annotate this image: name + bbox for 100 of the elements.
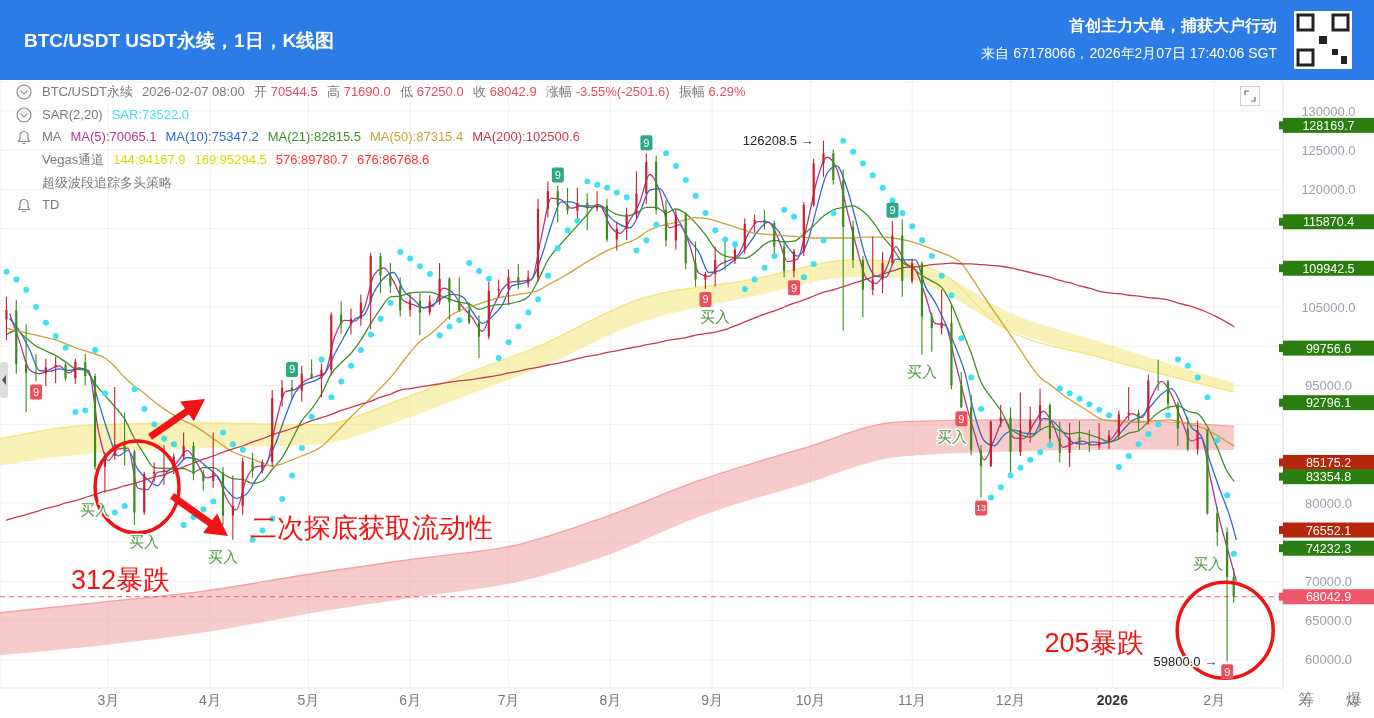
annotation: 9 — [554, 168, 561, 181]
annotation: 70544.5 — [270, 83, 318, 102]
annotation: 9 — [288, 363, 296, 376]
y-tick-label: 120000.0 — [1301, 182, 1356, 198]
x-tick-label: 4月 — [199, 692, 221, 709]
annotation: 576:89780.7 — [275, 151, 349, 170]
candlestick — [182, 431, 185, 461]
annotation: 涨幅 — [545, 83, 572, 102]
annotation: 68042.9 — [489, 83, 537, 102]
candlestick — [458, 276, 461, 313]
text: MA(21):82815.5 — [267, 128, 361, 147]
annotation: 9 — [958, 412, 965, 425]
annotation: 买入 — [936, 427, 967, 445]
y-tick-label: 125000.0 — [1301, 142, 1356, 158]
candlestick — [881, 251, 884, 294]
candlestick — [911, 257, 914, 285]
annotation: 收 — [472, 83, 486, 102]
candlestick — [408, 292, 412, 317]
data-label: 74232.3 — [1305, 541, 1352, 556]
candlestick — [822, 140, 825, 178]
candlestick — [625, 206, 628, 241]
candlestick — [300, 365, 303, 403]
candlestick — [1117, 409, 1120, 441]
candlestick — [280, 379, 284, 408]
candlestick — [5, 296, 8, 341]
annotation: 2026-02-07 08:00 — [142, 83, 245, 102]
x-tick-label: 2月 — [1203, 692, 1225, 709]
chart-title: BTC/USDT USDT永续，1日，K线图 — [24, 29, 335, 53]
annotation: 144:94167.9 — [113, 151, 186, 170]
x-tick-label: 10月 — [795, 692, 826, 709]
y-tick-label: 65000.0 — [1305, 613, 1352, 629]
annotation: 买入 — [208, 548, 239, 566]
candlestick — [448, 276, 451, 321]
x-tick-label: 5月 — [297, 692, 320, 709]
candlestick — [1196, 420, 1199, 455]
annotation: 9 — [643, 136, 650, 149]
candlestick — [1186, 416, 1189, 452]
candlestick — [231, 475, 234, 541]
annotation: 低 — [399, 83, 413, 102]
annotation: 676:86768.6 — [357, 151, 430, 170]
text: 来自 67178066，2026年2月07日 17:40:06 SGT — [981, 45, 1277, 63]
candlestick — [763, 209, 766, 230]
candlestick — [389, 262, 392, 294]
candlestick — [792, 248, 796, 278]
annotation: 9 — [33, 385, 40, 398]
x-tick-label: 12月 — [995, 692, 1026, 709]
x-tick-label: 7月 — [497, 692, 520, 709]
annotation: 开 — [253, 83, 267, 102]
candlestick — [566, 187, 569, 216]
candlestick — [25, 323, 28, 413]
chart-subtitle: 首创主力大单，捕获大户行动 — [1069, 16, 1277, 36]
annotation: -3.55%(-2501.6) — [575, 83, 670, 102]
candlestick — [960, 371, 963, 409]
x-tick-label: 2026 — [1096, 692, 1129, 709]
annotation: BTC/USDT永续 — [42, 83, 133, 102]
candlestick — [556, 184, 559, 223]
x-tick-label: 8月 — [599, 692, 622, 709]
candlestick — [546, 181, 549, 219]
y-tick-label: 70000.0 — [1305, 574, 1352, 590]
candlestick — [438, 262, 441, 306]
candlestick — [202, 469, 205, 491]
data-label: 83354.8 — [1305, 470, 1352, 485]
data-label: 128169.7 — [1302, 118, 1355, 133]
candlestick — [359, 293, 362, 327]
candlestick — [379, 252, 382, 294]
annotation: 9 — [1224, 665, 1231, 678]
text: SAR:73522.0 — [111, 105, 190, 124]
annotation: 买入 — [129, 533, 160, 551]
data-label: 99756.6 — [1305, 341, 1352, 356]
annotation: 67250.0 — [416, 83, 464, 102]
text: MA(50):87315.4 — [369, 128, 464, 147]
y-tick-label: 60000.0 — [1305, 652, 1352, 668]
candlestick — [162, 444, 166, 486]
data-label: 68042.9 — [1305, 590, 1352, 605]
text: MA(10):75347.2 — [165, 128, 259, 147]
y-tick-label: 95000.0 — [1305, 378, 1352, 394]
annotation: 超级波段追踪多头策略 — [42, 173, 172, 192]
candlestick — [84, 353, 87, 386]
candlestick — [1078, 420, 1081, 451]
candlestick — [1019, 391, 1022, 457]
data-label: 109942.5 — [1302, 261, 1355, 276]
candlestick — [1137, 409, 1140, 431]
annotation: 买入 — [700, 308, 731, 326]
candlestick — [340, 300, 343, 335]
annotation: 205暴跌 — [1043, 627, 1145, 660]
text: 筹 — [1298, 690, 1314, 710]
x-tick-label: 6月 — [399, 692, 422, 709]
annotation: 126208.5 → — [742, 133, 814, 149]
candlestick — [251, 452, 254, 479]
y-tick-label: 130000.0 — [1301, 103, 1356, 119]
candlestick — [1029, 406, 1032, 444]
text: MA(5):70065.1 — [70, 128, 157, 147]
candlestick — [635, 170, 638, 219]
candlestick — [753, 213, 756, 234]
candlestick — [34, 353, 38, 383]
data-label: 115870.4 — [1302, 215, 1355, 230]
annotation: 9 — [889, 204, 896, 217]
annotation: 振幅 — [678, 83, 705, 102]
candlestick — [1216, 506, 1219, 547]
candlestick — [64, 362, 67, 382]
